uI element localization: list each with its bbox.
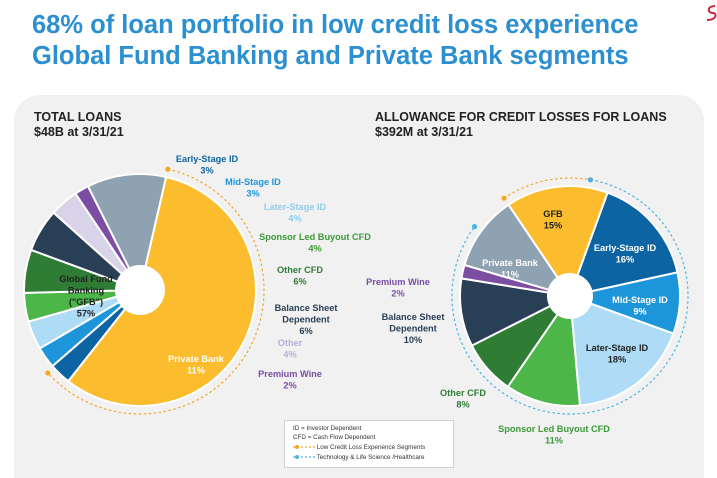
segment-group-marker-icon <box>587 177 594 183</box>
blue-dash-marker-icon <box>293 455 315 460</box>
segment-group-marker-icon <box>501 195 507 201</box>
legend-id-definition: ID = Investor Dependent <box>293 425 362 432</box>
allowance-subtitle: $392M at 3/31/21 <box>375 125 473 139</box>
segment-group-arc-1 <box>47 168 265 415</box>
pie-chart-2: GFB 15% Early-Stage ID 16% Mid-Stage ID 9% Lat… <box>366 177 689 446</box>
total-loans-heading: TOTAL LOANS <box>34 110 122 124</box>
data-label-early-stage-id: Early-Stage ID 16% <box>594 243 657 265</box>
title-line-1: 68% of loan portfolio in low credit loss… <box>32 11 639 39</box>
legend: ID = Investor Dependent CFD = Cash Flow … <box>284 420 454 468</box>
legend-tech-life-science-label: Technology & Life Science /Healthcare <box>316 454 425 461</box>
data-label-other: Other 4% <box>278 338 303 360</box>
segment-group-marker-icon <box>165 166 171 172</box>
data-label-early-stage-id: Early-Stage ID 3% <box>176 154 239 176</box>
allowance-heading: ALLOWANCE FOR CREDIT LOSSES FOR LOANS <box>375 110 667 124</box>
legend-low-credit-loss: Low Credit Loss Experience Segments <box>293 444 425 451</box>
segment-group-marker-icon <box>45 370 51 376</box>
data-label-later-stage-id: Later-Stage ID 4% <box>264 202 327 224</box>
pie-center-hole <box>548 274 592 318</box>
legend-tech-life-science: Technology & Life Science /Healthcare <box>293 454 424 461</box>
brand-logo-fragment <box>706 5 717 21</box>
data-label-premium-wine: Premium Wine 2% <box>258 369 322 391</box>
segment-group-arc-1 <box>503 177 591 199</box>
pie-chart-1: Global Fund Banking ("GFB") 57% Early-Stage … <box>23 154 371 415</box>
data-label-sponsor-led-buyout-cfd: Sponsor Led Buyout CFD 11% <box>498 424 610 446</box>
data-label-gfb: GFB 15% <box>543 209 563 231</box>
data-label-balance-sheet-dependent: Balance Sheet Dependent 10% <box>382 312 445 345</box>
data-label-later-stage-id: Later-Stage ID 18% <box>586 343 649 365</box>
data-label-private-bank: Private Bank 11% <box>482 258 539 280</box>
total-loans-title: TOTAL LOANS $48B at 3/31/21 <box>34 110 124 140</box>
data-label-other-cfd: Other CFD 6% <box>277 265 323 287</box>
legend-cfd-definition: CFD = Cash Flow Dependent <box>293 434 376 441</box>
data-label-balance-sheet-dependent: Balance Sheet Dependent 6% <box>275 303 338 336</box>
data-label-mid-stage-id: Mid-Stage ID 3% <box>225 177 281 199</box>
page-title: 68% of loan portfolio in low credit loss… <box>32 10 702 72</box>
data-label-mid-stage-id: Mid-Stage ID 9% <box>612 295 668 317</box>
allowance-title: ALLOWANCE FOR CREDIT LOSSES FOR LOANS $3… <box>375 110 667 140</box>
pie-center-hole <box>116 266 164 314</box>
data-label-other-cfd: Other CFD 8% <box>440 388 486 410</box>
legend-low-credit-loss-label: Low Credit Loss Experience Segments <box>316 444 426 451</box>
data-label-sponsor-led-buyout-cfd: Sponsor Led Buyout CFD 4% <box>259 232 371 254</box>
data-label-private-bank: Private Bank 11% <box>168 354 225 376</box>
segment-group-marker-icon <box>471 224 478 230</box>
data-label-global-fund-banking-gfb: Global Fund Banking ("GFB") 57% <box>59 274 113 319</box>
title-line-2: Global Fund Banking and Private Bank seg… <box>32 42 629 70</box>
total-loans-subtitle: $48B at 3/31/21 <box>34 125 124 139</box>
segment-group-arc-2 <box>451 179 689 415</box>
data-label-premium-wine: Premium Wine 2% <box>366 277 430 299</box>
orange-dash-marker-icon <box>293 445 315 450</box>
